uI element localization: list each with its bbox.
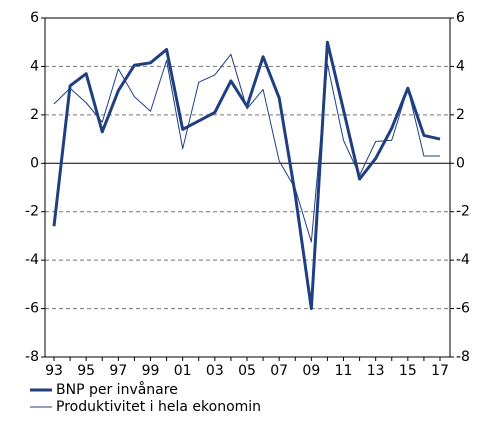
x-tick-label: 05 (238, 363, 256, 379)
y-tick-label: 6 (30, 10, 39, 26)
y-tick-label: 2 (30, 107, 39, 123)
series-line (53, 53, 440, 243)
x-tick-label: 95 (77, 363, 95, 379)
x-tick-label: 17 (431, 363, 449, 379)
series-line (52, 40, 441, 311)
y2-tick-label: 0 (456, 155, 465, 171)
x-tick-label: 93 (45, 363, 63, 379)
y2-tick-label: -4 (456, 252, 470, 268)
x-tick-label: 15 (399, 363, 417, 379)
y-tick-label: 4 (30, 58, 39, 74)
y-tick-label: -8 (25, 349, 39, 365)
y2-tick-label: 6 (456, 10, 465, 26)
x-tick-label: 11 (335, 363, 353, 379)
y-tick-label: 0 (30, 155, 39, 171)
y-tick-label: -2 (25, 204, 39, 220)
x-tick-label: 99 (142, 363, 160, 379)
y-tick-label: -6 (25, 301, 39, 317)
y2-tick-label: 2 (456, 107, 465, 123)
x-tick-label: 01 (174, 363, 192, 379)
x-tick-label: 97 (109, 363, 127, 379)
plot-frame (44, 17, 451, 358)
legend-label: BNP per invånare (56, 381, 178, 398)
x-tick-label: 03 (206, 363, 224, 379)
x-tick-label: 13 (367, 363, 385, 379)
x-tick-label: 07 (270, 363, 288, 379)
y2-tick-label: -8 (456, 349, 470, 365)
y2-tick-label: -2 (456, 204, 470, 220)
y-tick-label: -4 (25, 252, 39, 268)
y2-tick-label: 4 (456, 58, 465, 74)
x-tick-label: 09 (302, 363, 320, 379)
legend-label: Produktivitet i hela ekonomin (56, 399, 261, 415)
y2-tick-label: -6 (456, 301, 470, 317)
